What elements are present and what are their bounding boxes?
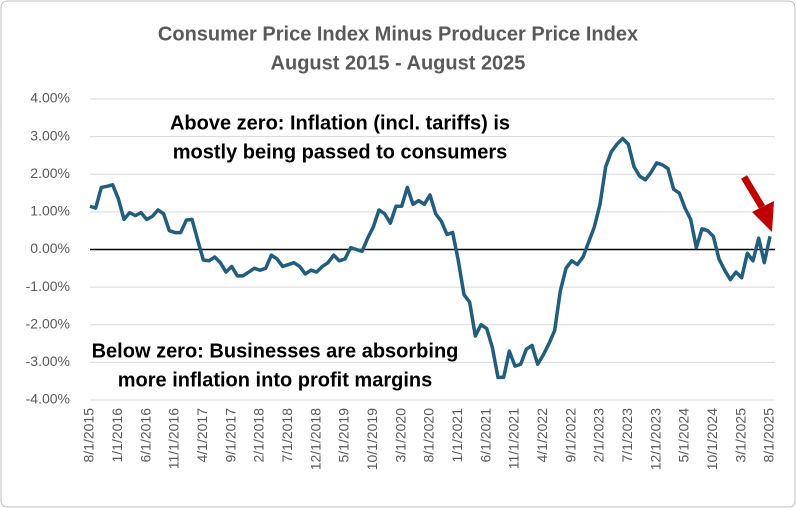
x-tick-label: 8/1/2025: [761, 408, 777, 463]
y-tick-label: -2.00%: [26, 315, 70, 331]
y-tick-label: 1.00%: [30, 203, 70, 219]
x-tick-label: 6/1/2016: [137, 408, 153, 463]
x-tick-label: 5/1/2019: [336, 408, 352, 463]
x-tick-label: 12/1/2023: [647, 408, 663, 470]
x-tick-label: 7/1/2023: [619, 408, 635, 463]
x-tick-label: 9/1/2017: [222, 408, 238, 463]
data-line: [89, 136, 772, 380]
x-tick-label: 12/1/2018: [307, 408, 323, 470]
x-tick-label: 6/1/2021: [477, 408, 493, 463]
arrow: [740, 175, 774, 232]
x-tick-label: 11/1/2016: [166, 408, 182, 469]
x-tick-label: 2/1/2018: [251, 408, 267, 463]
x-tick-label: 1/1/2021: [449, 408, 465, 463]
x-tick-label: 8/1/2020: [421, 408, 437, 463]
x-tick-label: 8/1/2015: [81, 408, 97, 463]
x-tick-label: 2/1/2023: [591, 408, 607, 463]
x-tick-label: 7/1/2018: [279, 408, 295, 463]
y-tick-label: 4.00%: [30, 90, 70, 106]
annotation: Above zero: Inflation (incl. tariffs) is: [170, 112, 510, 134]
y-tick-label: -3.00%: [26, 353, 70, 369]
y-tick-label: -1.00%: [26, 278, 70, 294]
annotation: mostly being passed to consumers: [173, 141, 508, 163]
x-tick-label: 10/1/2019: [364, 408, 380, 470]
y-tick-label: 2.00%: [30, 165, 70, 181]
annotation: more inflation into profit margins: [118, 369, 432, 391]
x-tick-label: 11/1/2021: [506, 408, 522, 469]
x-tick-label: 4/1/2022: [534, 408, 550, 463]
y-tick-label: -4.00%: [26, 391, 70, 407]
chart-title: Consumer Price Index Minus Producer Pric…: [158, 23, 638, 45]
plot-area: -4.00% -3.00% -2.00% -1.00% 0.00% 1.00% 2.00% 3…: [26, 90, 777, 471]
chart-subtitle: August 2015 - August 2025: [271, 52, 526, 74]
x-tick-label: 1/1/2016: [109, 408, 125, 463]
y-tick-label: 3.00%: [30, 127, 70, 143]
y-tick-label: 0.00%: [30, 240, 70, 256]
annotation: Below zero: Businesses are absorbing: [92, 340, 459, 362]
x-tick-label: 10/1/2024: [704, 408, 720, 470]
x-tick-label: 3/1/2020: [392, 408, 408, 463]
x-tick-label: 4/1/2017: [194, 408, 210, 463]
x-tick-label: 3/1/2025: [732, 408, 748, 463]
x-tick-label: 9/1/2022: [562, 408, 578, 463]
x-tick-label: 5/1/2024: [676, 408, 692, 463]
